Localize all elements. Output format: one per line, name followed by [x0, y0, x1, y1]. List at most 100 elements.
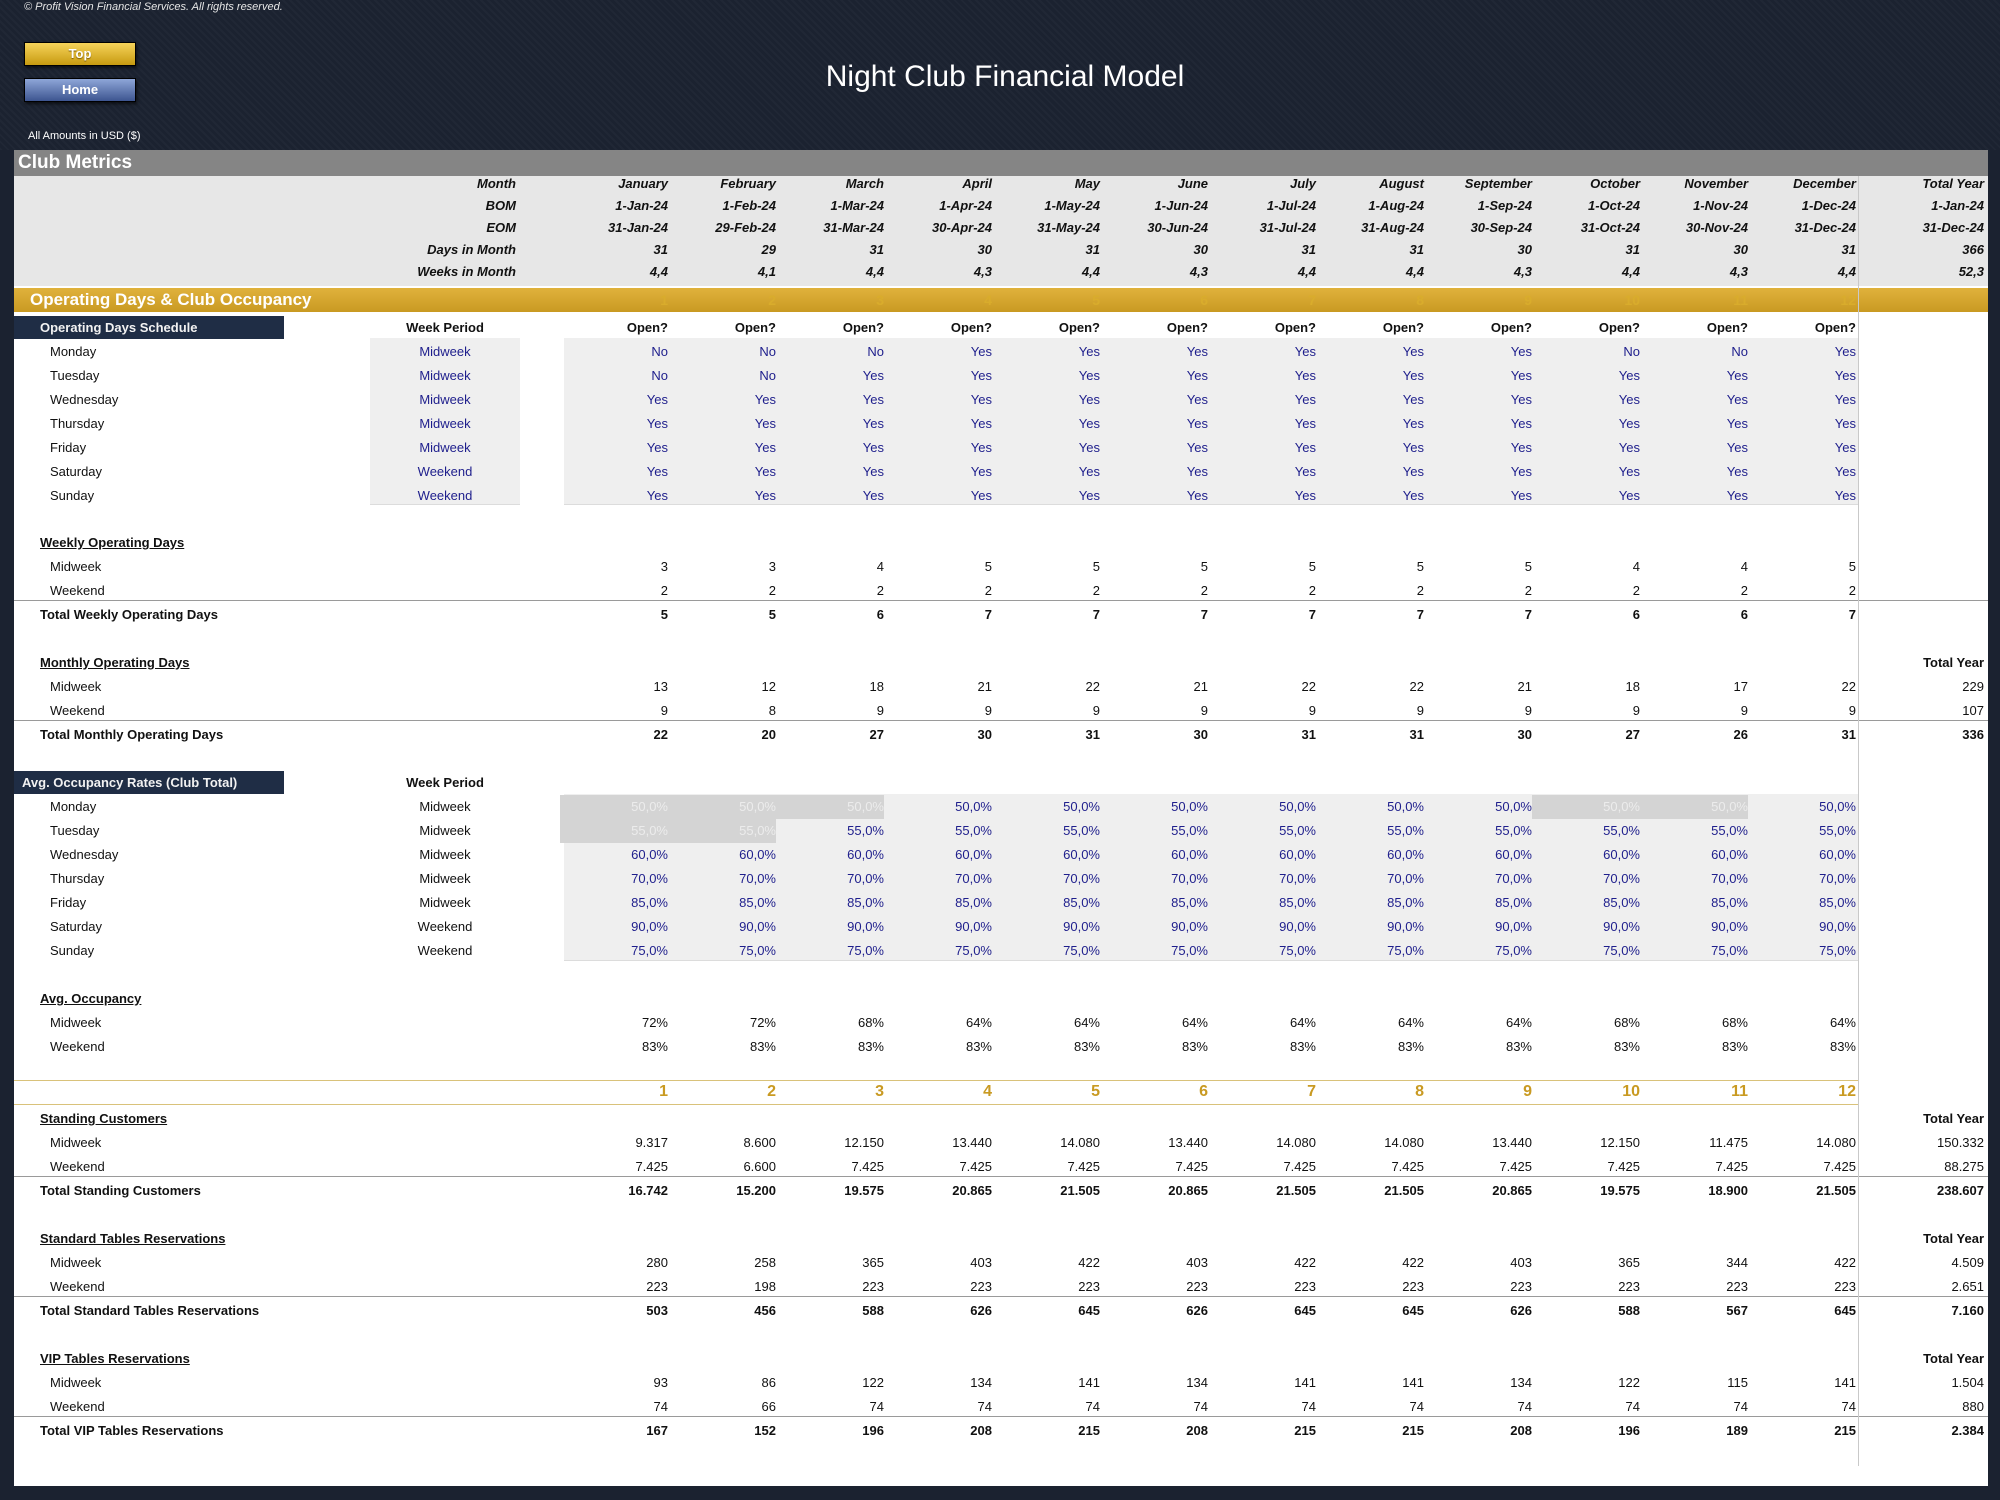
open-input[interactable]: Yes	[1618, 368, 1640, 383]
open-input[interactable]: Yes	[970, 368, 992, 383]
occupancy-rate-input[interactable]: 55,0%	[1819, 823, 1856, 838]
open-input[interactable]: Yes	[1510, 440, 1532, 455]
occupancy-rate-input[interactable]: 75,0%	[847, 943, 884, 958]
week-period-input[interactable]: Midweek	[419, 440, 471, 455]
week-period-input[interactable]: Weekend	[417, 464, 473, 479]
open-input[interactable]: Yes	[862, 464, 884, 479]
occupancy-rate-input[interactable]: 60,0%	[1279, 847, 1316, 862]
occupancy-rate-input[interactable]: 55,0%	[1387, 823, 1424, 838]
occupancy-rate-input[interactable]: 50,0%	[1819, 799, 1856, 814]
occupancy-rate-input[interactable]: 75,0%	[631, 943, 668, 958]
week-period-input[interactable]: Midweek	[419, 416, 471, 431]
open-input[interactable]: Yes	[646, 488, 668, 503]
open-input[interactable]: No	[759, 368, 776, 383]
occupancy-rate-input[interactable]: 85,0%	[739, 895, 776, 910]
occupancy-rate-input[interactable]: 85,0%	[847, 895, 884, 910]
occupancy-rate-input[interactable]: 70,0%	[955, 871, 992, 886]
occupancy-rate-input[interactable]: 75,0%	[1711, 943, 1748, 958]
open-input[interactable]: Yes	[1618, 440, 1640, 455]
occupancy-rate-input[interactable]: 75,0%	[1171, 943, 1208, 958]
occupancy-rate-input[interactable]: 60,0%	[1711, 847, 1748, 862]
occupancy-rate-input[interactable]: 55,0%	[1063, 823, 1100, 838]
home-button[interactable]: Home	[24, 78, 136, 102]
occupancy-rate-input[interactable]: 50,0%	[1495, 799, 1532, 814]
open-input[interactable]: Yes	[1078, 488, 1100, 503]
occupancy-rate-input[interactable]: 70,0%	[1063, 871, 1100, 886]
open-input[interactable]: Yes	[754, 488, 776, 503]
occupancy-rate-input[interactable]: 75,0%	[1279, 943, 1316, 958]
occupancy-rate-input[interactable]: 55,0%	[847, 823, 884, 838]
open-input[interactable]: Yes	[646, 440, 668, 455]
occupancy-rate-input[interactable]: 55,0%	[1171, 823, 1208, 838]
open-input[interactable]: No	[651, 344, 668, 359]
occupancy-rate-input[interactable]: 85,0%	[1819, 895, 1856, 910]
occupancy-rate-input[interactable]: 70,0%	[739, 871, 776, 886]
open-input[interactable]: Yes	[1834, 464, 1856, 479]
occupancy-rate-input[interactable]: 90,0%	[1711, 919, 1748, 934]
open-input[interactable]: Yes	[970, 440, 992, 455]
occupancy-rate-input[interactable]: 75,0%	[739, 943, 776, 958]
open-input[interactable]: Yes	[1834, 368, 1856, 383]
occupancy-rate-input[interactable]: 85,0%	[1063, 895, 1100, 910]
open-input[interactable]: Yes	[1402, 488, 1424, 503]
occupancy-rate-input[interactable]: 85,0%	[1387, 895, 1424, 910]
open-input[interactable]: Yes	[1510, 392, 1532, 407]
occupancy-rate-input[interactable]: 90,0%	[631, 919, 668, 934]
open-input[interactable]: Yes	[862, 440, 884, 455]
open-input[interactable]: Yes	[1834, 488, 1856, 503]
occupancy-rate-input[interactable]: 90,0%	[1171, 919, 1208, 934]
open-input[interactable]: Yes	[1618, 488, 1640, 503]
open-input[interactable]: Yes	[1834, 440, 1856, 455]
open-input[interactable]: Yes	[1078, 416, 1100, 431]
open-input[interactable]: Yes	[970, 392, 992, 407]
occupancy-rate-input[interactable]: 75,0%	[1495, 943, 1532, 958]
occupancy-rate-input[interactable]: 60,0%	[631, 847, 668, 862]
occupancy-rate-input[interactable]: 60,0%	[847, 847, 884, 862]
week-period-input[interactable]: Weekend	[417, 488, 473, 503]
open-input[interactable]: Yes	[1402, 344, 1424, 359]
week-period-input[interactable]: Midweek	[419, 368, 471, 383]
open-input[interactable]: Yes	[1402, 416, 1424, 431]
open-input[interactable]: Yes	[1510, 488, 1532, 503]
occupancy-rate-input[interactable]: 90,0%	[1279, 919, 1316, 934]
occupancy-rate-input[interactable]: 60,0%	[739, 847, 776, 862]
occupancy-rate-input[interactable]: 60,0%	[1387, 847, 1424, 862]
occupancy-rate-input[interactable]: 60,0%	[1063, 847, 1100, 862]
open-input[interactable]: Yes	[1294, 368, 1316, 383]
open-input[interactable]: Yes	[1726, 464, 1748, 479]
open-input[interactable]: Yes	[1726, 368, 1748, 383]
occupancy-rate-input[interactable]: 55,0%	[1495, 823, 1532, 838]
occupancy-rate-input[interactable]: 70,0%	[1495, 871, 1532, 886]
occupancy-rate-input[interactable]: 90,0%	[1603, 919, 1640, 934]
open-input[interactable]: Yes	[754, 464, 776, 479]
occupancy-rate-input[interactable]: 60,0%	[955, 847, 992, 862]
top-button[interactable]: Top	[24, 42, 136, 66]
occupancy-rate-input[interactable]: 60,0%	[1171, 847, 1208, 862]
open-input[interactable]: Yes	[970, 344, 992, 359]
occupancy-rate-input[interactable]: 75,0%	[1063, 943, 1100, 958]
open-input[interactable]: Yes	[1294, 440, 1316, 455]
open-input[interactable]: Yes	[1510, 368, 1532, 383]
open-input[interactable]: Yes	[1294, 416, 1316, 431]
open-input[interactable]: Yes	[1078, 392, 1100, 407]
occupancy-rate-input[interactable]: 60,0%	[1495, 847, 1532, 862]
open-input[interactable]: Yes	[862, 416, 884, 431]
open-input[interactable]: Yes	[1402, 440, 1424, 455]
open-input[interactable]: Yes	[1834, 392, 1856, 407]
occupancy-rate-input[interactable]: 90,0%	[739, 919, 776, 934]
open-input[interactable]: Yes	[1186, 464, 1208, 479]
open-input[interactable]: Yes	[1294, 488, 1316, 503]
occupancy-rate-input[interactable]: 55,0%	[1711, 823, 1748, 838]
open-input[interactable]: Yes	[1186, 344, 1208, 359]
occupancy-rate-input[interactable]: 70,0%	[847, 871, 884, 886]
open-input[interactable]: Yes	[1402, 464, 1424, 479]
open-input[interactable]: Yes	[1186, 440, 1208, 455]
open-input[interactable]: Yes	[1402, 392, 1424, 407]
open-input[interactable]: Yes	[970, 416, 992, 431]
occupancy-rate-input[interactable]: 70,0%	[1819, 871, 1856, 886]
occupancy-rate-input[interactable]: 90,0%	[847, 919, 884, 934]
open-input[interactable]: Yes	[1402, 368, 1424, 383]
open-input[interactable]: Yes	[1510, 464, 1532, 479]
occupancy-rate-input[interactable]: 90,0%	[1063, 919, 1100, 934]
open-input[interactable]: Yes	[970, 488, 992, 503]
